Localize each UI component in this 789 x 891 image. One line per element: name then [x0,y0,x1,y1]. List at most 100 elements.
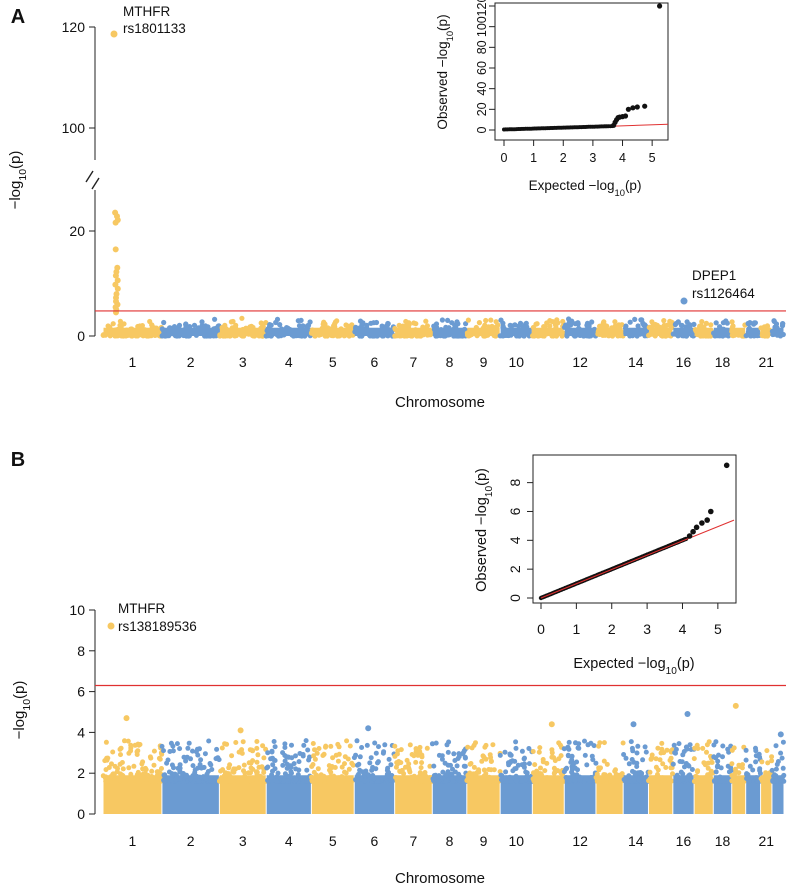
snp-point [653,756,659,762]
snp-point [280,750,286,756]
snp-point [215,755,221,761]
snp-point [404,757,410,763]
snp-point [100,773,106,779]
snp-point [566,739,572,745]
snp-point [601,740,607,746]
snp-point [155,769,161,775]
snp-point [375,760,380,766]
snp-point [463,321,469,327]
snp-point [346,766,352,772]
snp-point [246,770,252,776]
snp-point [149,768,155,774]
snp-point [639,317,645,323]
snp-point [664,322,671,328]
snp-point [569,318,575,324]
snp-point [362,778,368,784]
snp-point [481,778,487,784]
qq-x-tick-label: 2 [608,621,616,637]
qq-y-tick-label: 0 [475,126,489,133]
snp-point [704,749,709,755]
axis-break-mark [85,170,94,183]
qq-point [704,517,710,523]
snp-point [723,318,729,324]
snp-point [729,761,735,767]
snp-band [772,775,784,814]
snp-point [270,762,276,768]
snp-point [309,774,314,780]
snp-point [139,761,145,767]
qq-point [630,105,636,111]
panel-letter-a: A [11,6,25,28]
snp-point [239,750,245,756]
snp-point [663,765,669,770]
snp-point [174,741,180,747]
snp-point [214,746,220,752]
snp-point [451,751,457,757]
snp-point [585,742,591,748]
qq-point [657,3,663,9]
snp-point [613,767,618,773]
snp-point [498,772,504,778]
snp-point [191,322,198,328]
snp-point [743,757,749,763]
snp-point [372,740,378,746]
snp-point [316,746,322,751]
snp-point [285,773,291,779]
qq-y-tick-label: 6 [507,507,523,515]
snp-point [780,739,786,745]
snp-point [716,752,721,758]
snp-point [476,767,482,773]
snp-point [190,763,196,769]
snp-point [616,322,623,328]
snp-point [575,320,581,326]
snp-band [761,775,772,814]
snp-point [731,745,737,751]
snp-point [695,769,700,775]
qq-point [693,524,700,531]
snp-point [282,745,288,750]
snp-point [537,745,543,751]
qq-point [642,103,648,109]
snp-point [540,757,546,762]
snp-point [241,762,247,768]
snp-point [728,768,734,773]
snp-point [143,767,149,773]
snp-point [619,773,625,779]
snp-point [549,747,555,753]
snp-point [673,321,679,327]
snp-point [476,320,482,326]
snp-point [419,754,425,760]
snp-point [770,778,776,784]
qq-y-tick-label: 60 [475,61,489,75]
snp-point [395,778,401,784]
snp-point [639,775,645,781]
snp-point [417,744,423,750]
snp-point [368,320,374,326]
x-tick-label: 4 [285,354,293,370]
peak-point [114,285,121,292]
snp-point [715,763,721,769]
snp-point [413,321,419,327]
snp-point [657,757,663,763]
snp-point [724,778,730,784]
snp-point [209,767,215,772]
snp-point [582,738,587,744]
snp-point [206,738,212,744]
snp-band [432,327,467,336]
snp-point [373,766,379,772]
snp-point [151,748,157,754]
snp-point [393,775,399,780]
x-tick-label: 8 [446,833,454,849]
snp-point [351,755,357,761]
snp-point [595,777,601,783]
snp-point [149,322,155,328]
snp-point [288,764,294,770]
snp-point [732,766,738,772]
snp-point [436,773,442,779]
snp-point [219,745,225,751]
snp-point [512,758,518,764]
snp-point [643,749,649,755]
qq-y-label: Observed −log10(p) [435,14,455,129]
snp-point [349,760,355,766]
peak-point [365,725,372,732]
